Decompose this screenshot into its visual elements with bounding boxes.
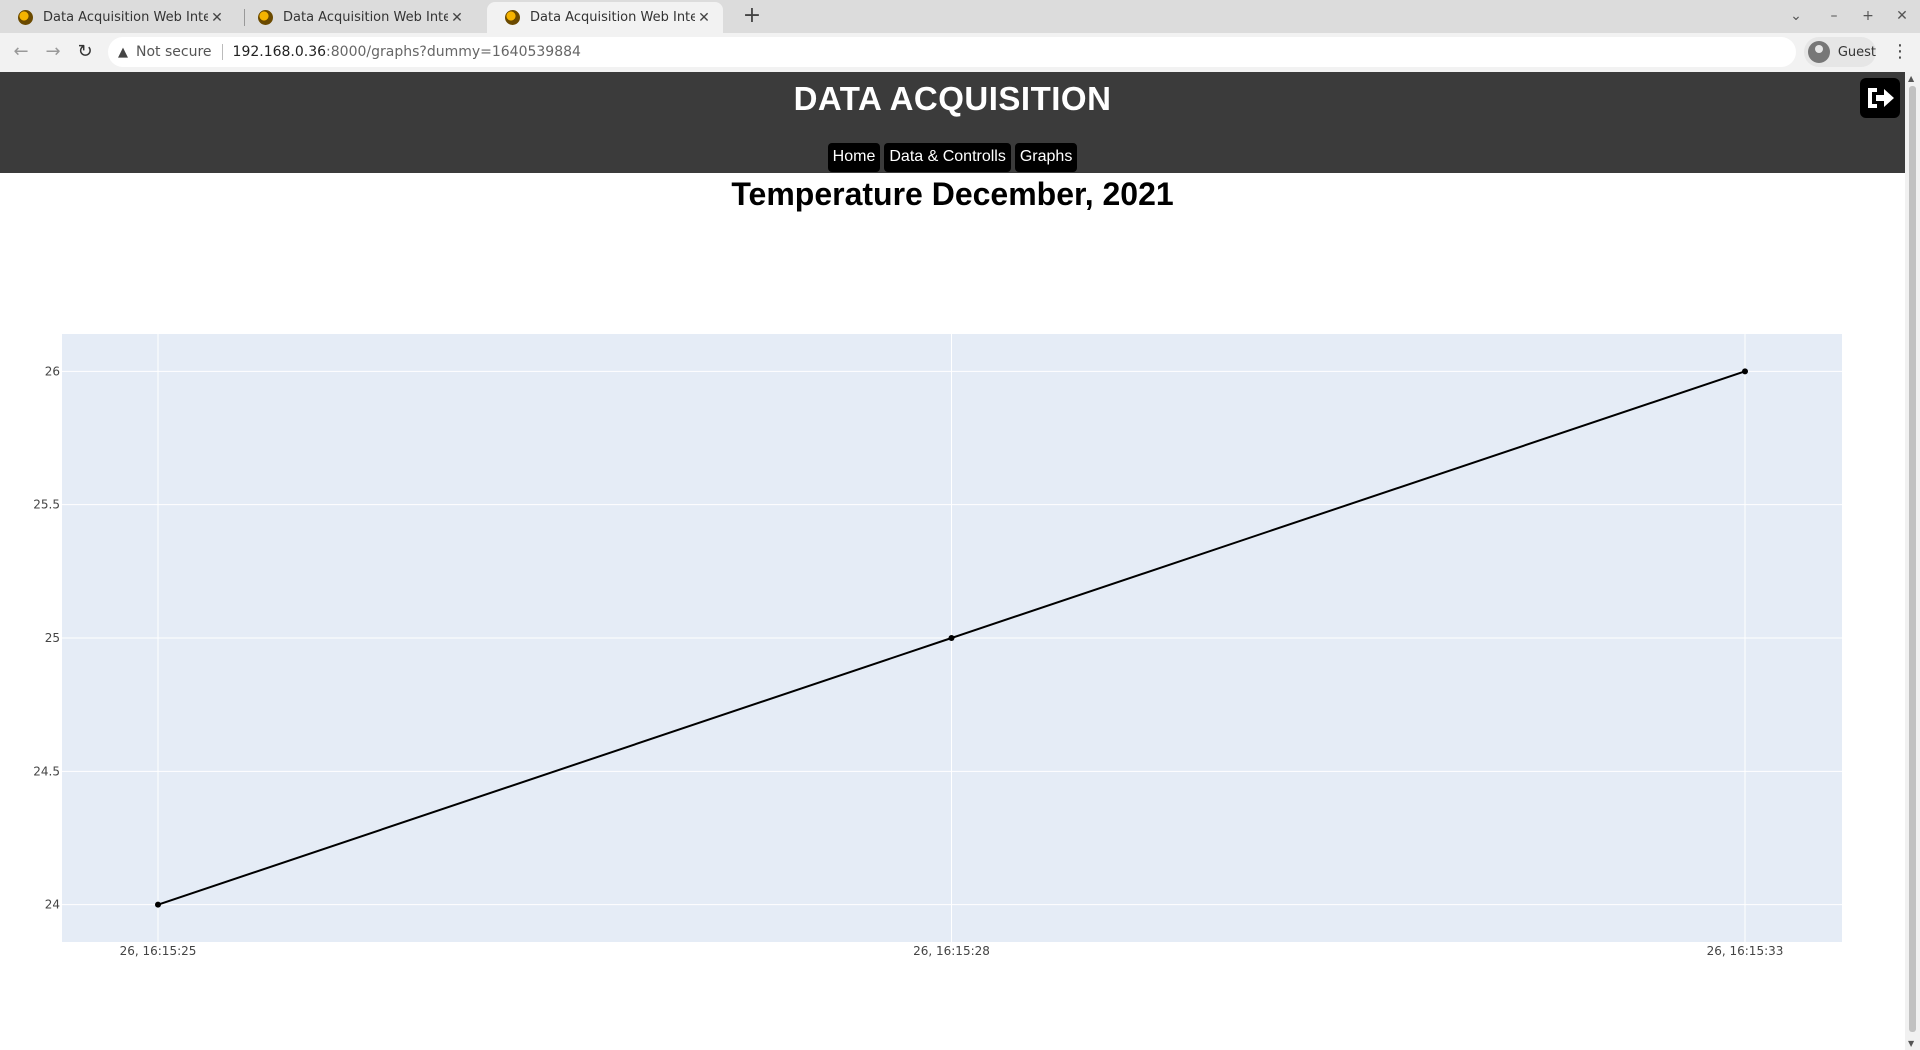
main-nav: Home Data & Controlls Graphs: [0, 143, 1905, 172]
close-tab-icon[interactable]: ✕: [698, 9, 710, 26]
url-host: 192.168.0.36: [232, 44, 327, 60]
scrollbar-thumb[interactable]: [1909, 86, 1916, 1032]
warning-icon: ▲: [118, 44, 128, 60]
tab-search-icon[interactable]: ⌄: [1790, 8, 1802, 24]
y-tick-label: 24.5: [33, 764, 60, 778]
nav-home[interactable]: Home: [827, 143, 881, 172]
y-tick-label: 25: [45, 631, 60, 645]
browser-menu-icon[interactable]: ⋮: [1891, 41, 1909, 62]
tab-title: Data Acquisition Web Interface: [43, 10, 208, 25]
x-tick-label: 26, 16:15:28: [913, 944, 990, 958]
y-tick-label: 25.5: [33, 498, 60, 512]
page-viewport: DATA ACQUISITION Home Data & Controlls G…: [0, 72, 1905, 1050]
tab-title: Data Acquisition Web Interface: [283, 10, 448, 25]
nav-data-controls[interactable]: Data & Controlls: [884, 143, 1011, 172]
browser-tab-active[interactable]: Data Acquisition Web Interface ✕: [487, 2, 723, 33]
y-tick-label: 26: [45, 364, 60, 378]
close-tab-icon[interactable]: ✕: [211, 9, 223, 26]
site-title: DATA ACQUISITION: [793, 80, 1112, 117]
url-path: :8000/graphs?dummy=1640539884: [326, 44, 581, 60]
y-tick-label: 24: [45, 898, 60, 912]
site-favicon-icon: [505, 10, 520, 25]
nav-graphs[interactable]: Graphs: [1014, 143, 1078, 172]
scroll-down-icon[interactable]: ▼: [1908, 1039, 1915, 1048]
temperature-chart: 24 24.5 25 25.5 26 26, 16:15:25 26, 16:15:28 26…: [33, 334, 1842, 958]
x-tick-label: 26, 16:15:25: [120, 944, 197, 958]
reload-icon[interactable]: ↻: [77, 41, 93, 62]
logout-button[interactable]: [1860, 78, 1900, 118]
close-window-icon[interactable]: ✕: [1896, 8, 1908, 24]
profile-label: Guest: [1837, 44, 1876, 60]
profile-button[interactable]: Guest: [1804, 37, 1876, 67]
data-point: [155, 901, 161, 908]
site-favicon-icon: [18, 10, 33, 25]
x-tick-label: 26, 16:15:33: [1707, 944, 1784, 958]
browser-tab[interactable]: Data Acquisition Web Interface ✕: [240, 2, 476, 33]
minimize-icon[interactable]: –: [1830, 8, 1838, 24]
browser-tab-bar: Data Acquisition Web Interface ✕ Data Ac…: [0, 0, 1920, 33]
data-point: [1742, 368, 1748, 375]
site-header: DATA ACQUISITION Home Data & Controlls G…: [0, 72, 1905, 173]
back-icon[interactable]: ←: [13, 41, 29, 62]
tab-title: Data Acquisition Web Interface: [530, 10, 695, 25]
forward-icon[interactable]: →: [45, 41, 61, 62]
new-tab-icon[interactable]: +: [742, 3, 762, 28]
close-tab-icon[interactable]: ✕: [451, 9, 463, 26]
logout-icon: [1868, 88, 1894, 108]
security-label: Not secure: [136, 44, 212, 60]
page-scrollbar[interactable]: ▲ ▼: [1905, 72, 1920, 1050]
browser-toolbar: ← → ↻ ▲ Not secure 192.168.0.36:8000/gra…: [0, 33, 1920, 72]
graph-title: Temperature December, 2021: [731, 176, 1174, 212]
scroll-up-icon[interactable]: ▲: [1908, 74, 1915, 83]
avatar-icon: [1808, 41, 1830, 63]
address-bar[interactable]: ▲ Not secure 192.168.0.36:8000/graphs?du…: [108, 37, 1796, 67]
site-favicon-icon: [258, 10, 273, 25]
data-point: [948, 635, 955, 641]
maximize-icon[interactable]: +: [1862, 8, 1874, 24]
browser-tab[interactable]: Data Acquisition Web Interface ✕: [0, 2, 236, 33]
